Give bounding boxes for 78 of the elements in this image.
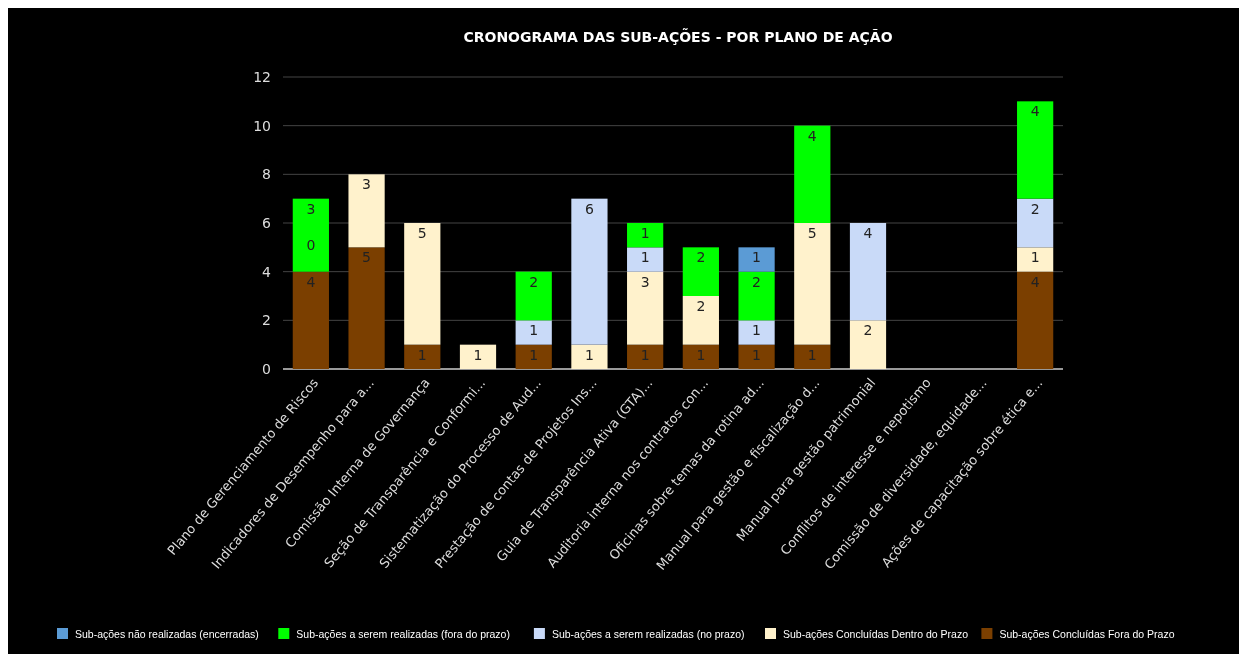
bar [571, 344, 608, 369]
bar [627, 247, 664, 272]
bar [849, 223, 887, 321]
bar [682, 296, 719, 345]
legend-label: Sub-ações não realizadas (encerradas) [75, 628, 259, 640]
data-label: 5 [362, 249, 372, 266]
data-label: 2 [1030, 200, 1040, 217]
data-label: 1 [417, 346, 427, 363]
legend-label: Sub-ações Concluídas Fora do Prazo [999, 628, 1175, 640]
data-label: 4 [807, 127, 817, 144]
bar [348, 174, 385, 248]
bar [1017, 101, 1054, 199]
data-label: 2 [863, 322, 873, 339]
data-label: 4 [863, 225, 873, 241]
bar [738, 320, 775, 345]
data-label: 3 [640, 273, 650, 290]
bar [738, 344, 775, 369]
data-label: 4 [1030, 103, 1040, 120]
data-label: 1 [640, 225, 650, 241]
y-tick-label: 2 [262, 312, 271, 329]
bar [1017, 247, 1054, 272]
bar [794, 125, 831, 223]
y-tick-label: 8 [262, 166, 271, 183]
data-label: 0 [306, 236, 316, 253]
data-label: 1 [752, 346, 762, 363]
y-tick-label: 6 [262, 215, 272, 231]
y-tick-label: 10 [253, 117, 271, 134]
bar [292, 198, 329, 272]
data-label: 1 [752, 249, 762, 266]
legend-label: Sub-ações a serem realizadas (fora do prazo) [296, 628, 510, 640]
data-label: 1 [529, 322, 539, 339]
bar [348, 247, 385, 369]
data-label: 2 [752, 273, 762, 290]
data-label: 5 [417, 225, 427, 241]
legend-label: Sub-ações Concluídas Dentro do Prazo [783, 628, 969, 640]
bar [794, 344, 831, 369]
data-label: 6 [584, 200, 594, 217]
bar [292, 271, 329, 369]
chart-title: CRONOGRAMA DAS SUB-AÇÕES - POR PLANO DE AÇÃO [463, 28, 893, 45]
data-label: 1 [529, 346, 539, 363]
bar [459, 344, 497, 369]
bar [627, 344, 664, 369]
data-label: 2 [529, 273, 539, 290]
data-label: 4 [1030, 273, 1040, 290]
bar [682, 247, 719, 296]
data-label: 1 [640, 346, 650, 363]
y-tick-label: 4 [262, 263, 272, 280]
data-label: 2 [696, 249, 706, 266]
bar [1017, 271, 1054, 369]
y-tick-label: 0 [262, 361, 271, 377]
bar [738, 271, 775, 321]
bar [515, 320, 552, 345]
legend-label: Sub-ações a serem realizadas (no prazo) [551, 628, 745, 640]
data-label: 1 [640, 249, 650, 266]
data-label: 1 [696, 346, 706, 363]
bar [404, 344, 441, 369]
data-label: 1 [584, 346, 594, 363]
bar [849, 320, 887, 369]
data-label: 1 [1030, 249, 1040, 266]
bar [627, 271, 664, 345]
data-label: 2 [696, 298, 706, 314]
data-label: 3 [362, 176, 372, 193]
bar [738, 247, 775, 272]
bar [794, 223, 831, 345]
bar [404, 223, 441, 345]
bar [627, 223, 664, 248]
data-label: 3 [306, 200, 316, 217]
bar [1017, 198, 1054, 248]
bar [682, 344, 719, 369]
y-tick-label: 12 [253, 69, 271, 85]
data-label: 1 [473, 346, 483, 363]
bar [515, 271, 552, 321]
data-label: 4 [306, 273, 316, 290]
bar [515, 344, 552, 369]
data-label: 5 [807, 225, 817, 241]
data-label: 1 [807, 346, 817, 363]
data-label: 1 [752, 322, 762, 339]
bar [571, 198, 608, 345]
